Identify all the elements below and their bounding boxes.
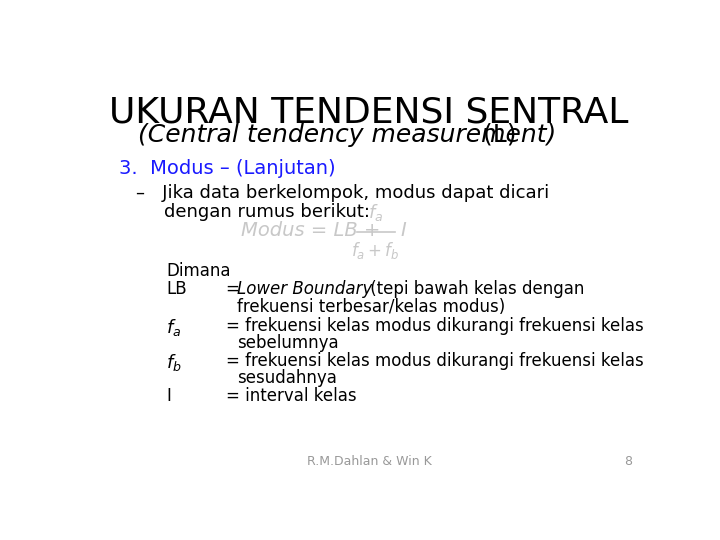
Text: (tepi bawah kelas dengan: (tepi bawah kelas dengan [365,280,585,299]
Text: = frekuensi kelas modus dikurangi frekuensi kelas: = frekuensi kelas modus dikurangi frekue… [225,316,644,335]
Text: $f_a + f_b$: $f_a + f_b$ [351,240,400,261]
Text: Lower Boundary: Lower Boundary [238,280,373,299]
Text: 3.  Modus – (Lanjutan): 3. Modus – (Lanjutan) [120,159,336,178]
Text: frekuensi terbesar/kelas modus): frekuensi terbesar/kelas modus) [238,298,505,316]
Text: sebelumnya: sebelumnya [238,334,339,352]
Text: 8: 8 [624,455,632,468]
Text: = frekuensi kelas modus dikurangi frekuensi kelas: = frekuensi kelas modus dikurangi frekue… [225,352,644,370]
Text: =: = [225,280,245,299]
Text: (Central tendency measurement): (Central tendency measurement) [138,123,557,146]
Text: I: I [400,221,406,240]
Text: R.M.Dahlan & Win K: R.M.Dahlan & Win K [307,455,431,468]
Text: $f_a$: $f_a$ [368,201,383,222]
Text: = interval kelas: = interval kelas [225,387,356,406]
Text: I: I [166,387,171,406]
Text: sesudahnya: sesudahnya [238,369,337,387]
Text: UKURAN TENDENSI SENTRAL: UKURAN TENDENSI SENTRAL [109,96,629,130]
Text: LB: LB [166,280,186,299]
Text: $f_b$: $f_b$ [166,352,181,373]
Text: $f_a$: $f_a$ [166,316,181,338]
Text: Modus = LB +: Modus = LB + [241,221,380,240]
Text: –   Jika data berkelompok, modus dapat dicari: – Jika data berkelompok, modus dapat dic… [137,184,550,202]
Text: (L): (L) [475,123,517,146]
Text: dengan rumus berikut:: dengan rumus berikut: [164,204,370,221]
Text: Dimana: Dimana [166,262,230,280]
